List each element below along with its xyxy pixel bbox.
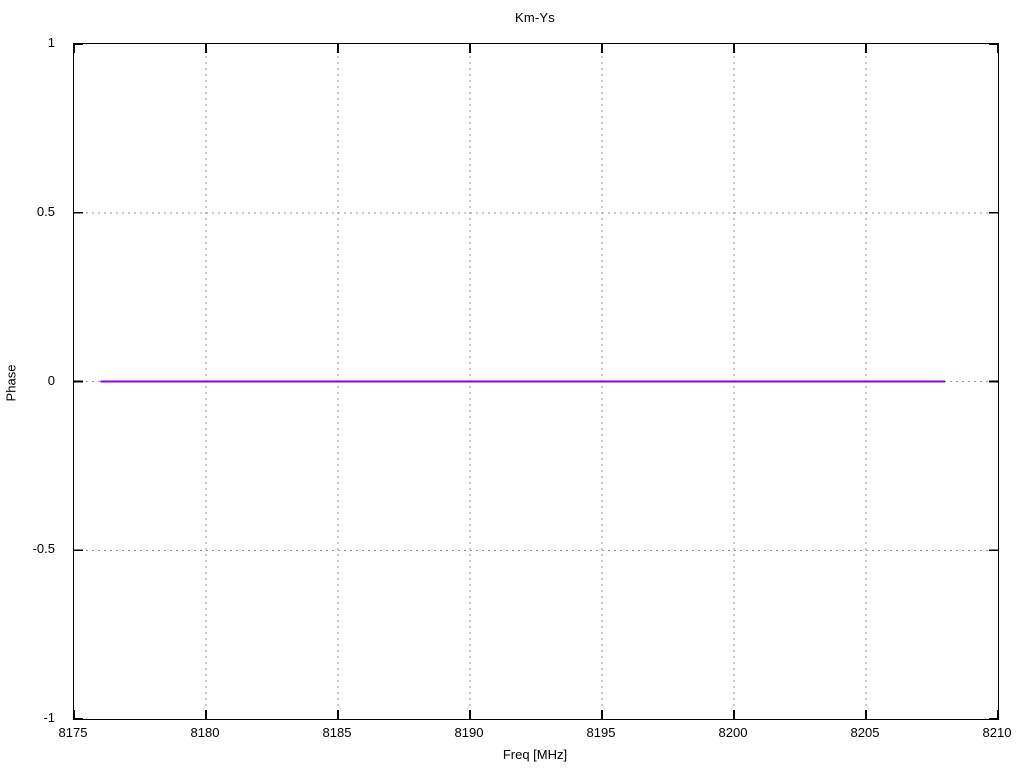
x-tick-label: 8200 (718, 725, 748, 740)
x-tick-label: 8205 (850, 725, 880, 740)
x-tick-label: 8190 (454, 725, 484, 740)
x-axis-tick-labels: 8175 8180 8185 8190 8195 8200 8205 8210 (0, 726, 1024, 746)
y-axis-tick-labels: -1 -0.5 0 0.5 1 (0, 36, 64, 725)
x-tick-label: 8210 (982, 725, 1012, 740)
x-tick-label: 8180 (190, 725, 220, 740)
chart-title: Km-Ys (515, 10, 555, 25)
x-tick-label: 8185 (322, 725, 352, 740)
plot-area (73, 43, 999, 720)
x-tick-label: 8195 (586, 725, 616, 740)
x-axis-title: Freq [MHz] (502, 747, 568, 762)
x-tick-label: 8175 (58, 725, 88, 740)
y-tick-label: 0 (47, 372, 55, 388)
y-tick-label: 0.5 (36, 203, 55, 219)
axis-ticks (73, 43, 999, 720)
y-tick-label: -1 (43, 710, 55, 725)
y-tick-label: 1 (47, 35, 55, 50)
data-series-layer (100, 380, 946, 383)
y-axis-title-wrap: Phase (0, 340, 22, 426)
y-axis-title: Phase (3, 364, 19, 402)
y-tick-label: -0.5 (32, 541, 55, 557)
